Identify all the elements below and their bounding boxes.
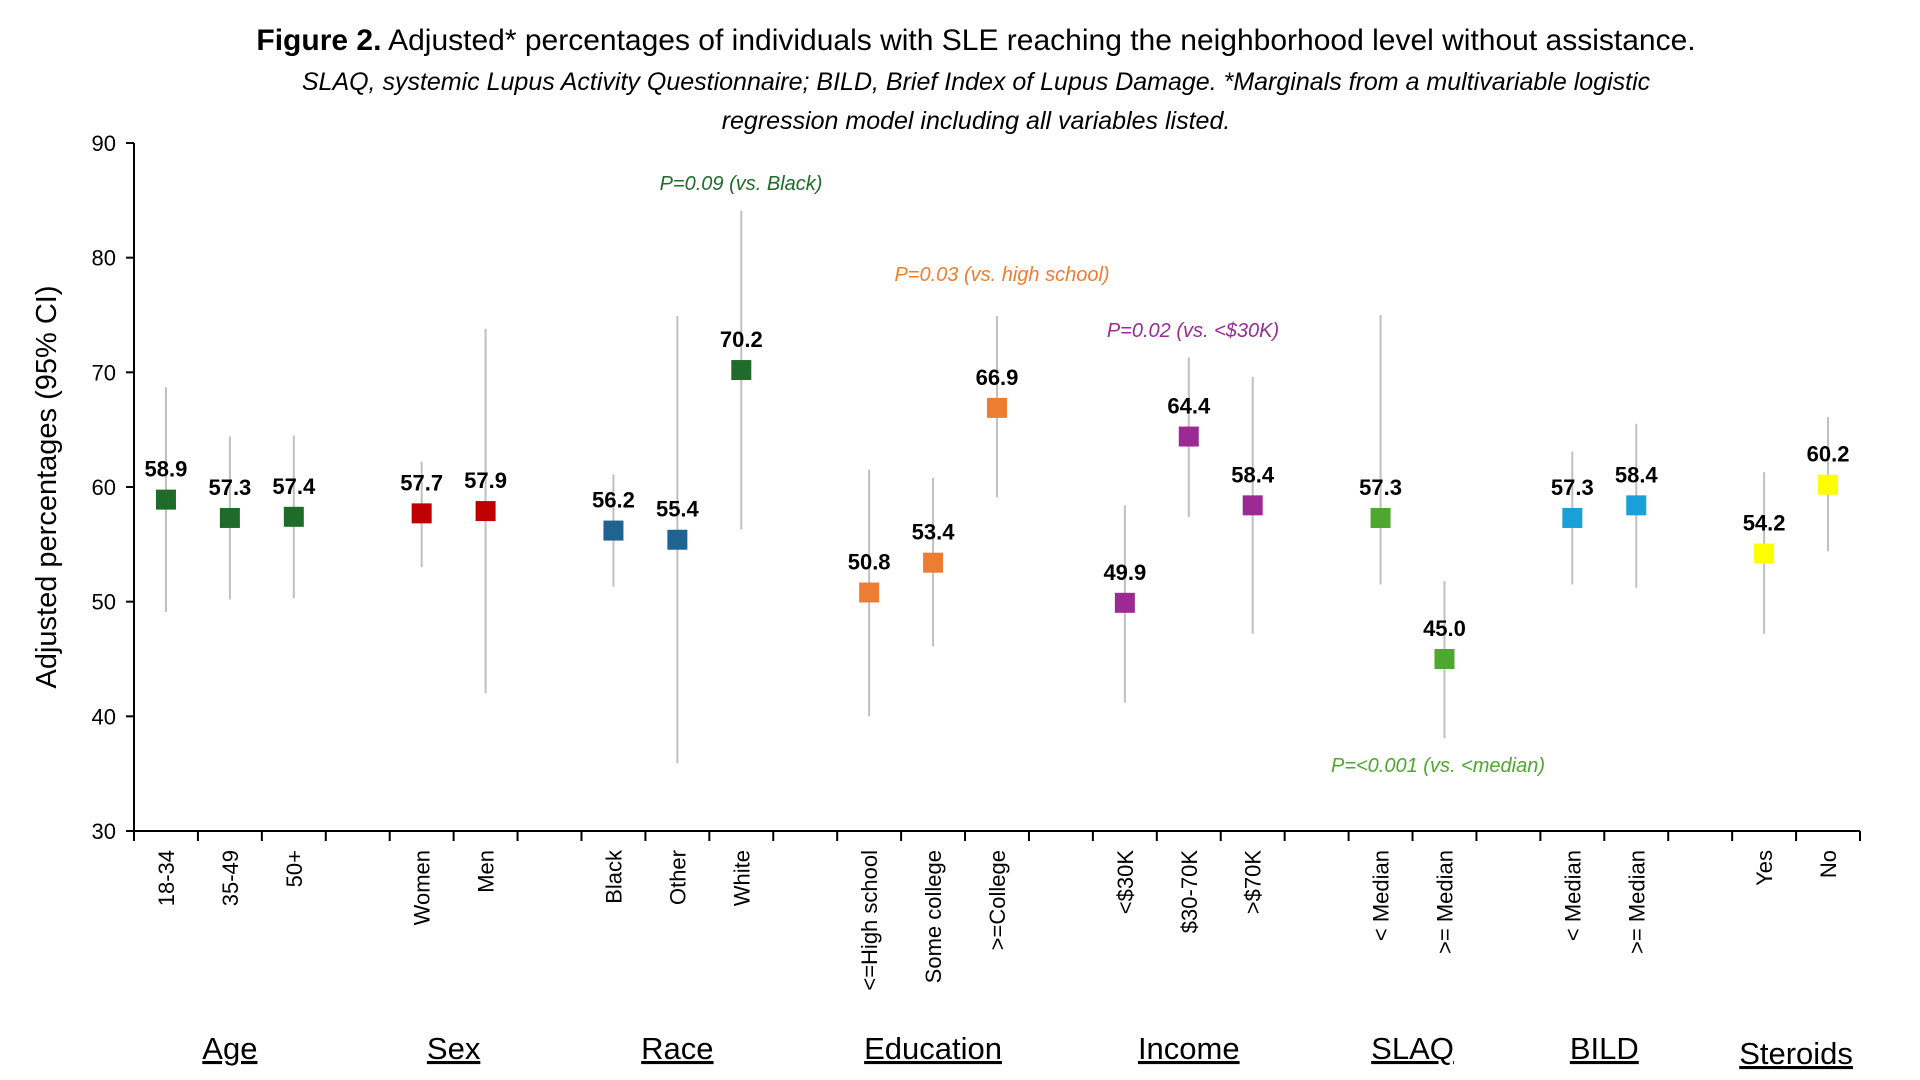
figure-title: Figure 2. Adjusted* percentages of indiv… — [256, 24, 1695, 57]
group-label: Steroids — [1739, 1036, 1853, 1071]
point-marker — [411, 503, 432, 524]
point-marker — [1754, 543, 1775, 564]
data-label: 56.2 — [592, 488, 635, 513]
group-label: Age — [202, 1031, 257, 1066]
point-marker — [1114, 592, 1135, 613]
category-label: Men — [474, 850, 499, 893]
y-tick-label: 50 — [92, 590, 116, 615]
point-marker — [475, 501, 496, 522]
category-label: Yes — [1752, 850, 1777, 886]
figure-subtitle-line-1: SLAQ, systemic Lupus Activity Questionna… — [302, 68, 1651, 96]
data-label: 49.9 — [1103, 560, 1146, 585]
point-marker — [1562, 507, 1583, 528]
category-label: 50+ — [282, 850, 307, 887]
point-marker — [219, 507, 240, 528]
y-tick-label: 30 — [92, 819, 116, 844]
group-label: Income — [1138, 1031, 1240, 1066]
point-marker — [667, 529, 688, 550]
y-tick-label: 40 — [92, 704, 116, 729]
point-marker — [987, 397, 1007, 418]
category-label: Black — [601, 849, 626, 904]
category-label: $30-70K — [1177, 850, 1202, 934]
data-label: 57.3 — [208, 475, 251, 500]
point-marker — [603, 520, 624, 541]
data-label: 57.9 — [464, 468, 507, 493]
data-label: 58.4 — [1231, 462, 1275, 487]
category-label: Other — [665, 850, 690, 905]
category-label: No — [1816, 850, 1841, 878]
point-marker — [1242, 495, 1263, 516]
point-marker — [283, 506, 304, 527]
category-label: >= Median — [1624, 850, 1649, 954]
data-label: 50.8 — [848, 549, 891, 574]
group-label: SLAQ — [1371, 1031, 1454, 1066]
group-label: Race — [641, 1031, 713, 1066]
group-label: Education — [864, 1031, 1002, 1066]
point-marker — [731, 360, 752, 381]
data-label: 58.9 — [145, 457, 188, 482]
point-marker — [155, 489, 176, 510]
data-label: 55.4 — [656, 497, 700, 522]
data-label: 57.7 — [400, 470, 443, 495]
category-label: <=High school — [857, 850, 882, 991]
y-tick-label: 80 — [92, 246, 116, 271]
point-marker — [923, 552, 944, 573]
category-label: White — [729, 850, 754, 906]
data-label: 54.2 — [1743, 511, 1786, 536]
category-label: >= Median — [1432, 850, 1457, 954]
point-marker — [1178, 426, 1199, 447]
category-label: < Median — [1560, 850, 1585, 941]
category-label: < Median — [1369, 850, 1394, 941]
figure-title-label: Figure 2. — [256, 24, 381, 57]
data-label: 58.4 — [1615, 462, 1659, 487]
data-label: 66.9 — [976, 365, 1019, 390]
category-label: 18-34 — [154, 850, 179, 906]
category-label: Some college — [921, 850, 946, 983]
y-tick-label: 70 — [92, 360, 116, 385]
figure-title-text: Adjusted* percentages of individuals wit… — [381, 24, 1695, 57]
p-value-annotation: P=0.09 (vs. Black) — [660, 173, 823, 195]
y-tick-label: 90 — [92, 131, 116, 156]
data-label: 57.4 — [272, 474, 316, 499]
y-tick-label: 60 — [92, 475, 116, 500]
p-value-annotation: P=<0.001 (vs. <median) — [1331, 755, 1545, 777]
data-label: 64.4 — [1167, 394, 1211, 419]
category-label: Women — [410, 850, 435, 925]
group-label: Sex — [427, 1031, 481, 1066]
point-marker — [1434, 649, 1455, 669]
category-label: 35-49 — [218, 850, 243, 906]
p-value-annotation: P=0.03 (vs. high school) — [894, 264, 1109, 286]
point-marker — [1370, 507, 1391, 528]
category-label: >$70K — [1241, 850, 1266, 915]
point-marker — [1626, 495, 1647, 516]
point-marker — [1818, 474, 1839, 495]
y-axis-label: Adjusted percentages (95% CI) — [31, 286, 63, 689]
point-marker — [859, 582, 880, 603]
data-label: 57.3 — [1551, 475, 1594, 500]
data-label: 53.4 — [912, 520, 956, 545]
data-label: 70.2 — [720, 327, 763, 352]
data-label: 57.3 — [1359, 475, 1402, 500]
category-label: <$30K — [1113, 850, 1138, 915]
figure-subtitle-line-2: regression model including all variables… — [722, 107, 1231, 135]
data-label: 60.2 — [1807, 442, 1850, 467]
category-label: >=College — [985, 850, 1010, 950]
data-label: 45.0 — [1423, 616, 1466, 641]
p-value-annotation: P=0.02 (vs. <$30K) — [1107, 320, 1279, 342]
group-label: BILD — [1570, 1031, 1639, 1066]
